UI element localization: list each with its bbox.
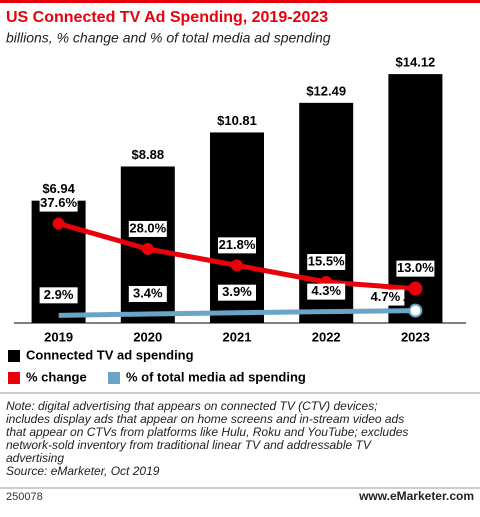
legend-label: % of total media ad spending: [126, 369, 306, 384]
note-line: Note: digital advertising that appears o…: [6, 399, 378, 413]
label-bg: [218, 284, 256, 301]
website: www.eMarketer.com: [358, 489, 474, 503]
point: [231, 259, 243, 272]
data-label: $6.94: [42, 181, 75, 196]
note-line: includes display ads that appear on home…: [6, 412, 404, 426]
data-label: 3.9%: [222, 284, 252, 299]
legend-label: % change: [26, 369, 87, 384]
label-bg: [307, 254, 346, 271]
chart-subtitle: billions, % change and % of total media …: [6, 30, 331, 46]
x-tick-label: 2021: [223, 329, 252, 344]
source: Source: eMarketer, Oct 2019: [6, 464, 160, 478]
data-label: $12.49: [306, 83, 346, 98]
top-bar: [0, 0, 480, 3]
legend-swatch: [8, 350, 20, 362]
data-label: 37.6%: [40, 195, 77, 210]
note-line: that appear on CTVs from platforms like …: [6, 425, 408, 439]
legend-swatch: [8, 372, 20, 384]
data-label: 4.3%: [311, 283, 341, 298]
label-bg: [39, 287, 78, 304]
x-tick-label: 2019: [44, 329, 73, 344]
data-label: 28.0%: [129, 220, 166, 235]
legend-label: Connected TV ad spending: [26, 347, 194, 362]
chart-title: US Connected TV Ad Spending, 2019-2023: [6, 9, 328, 26]
x-tick-label: 2020: [133, 329, 162, 344]
data-label: 21.8%: [219, 237, 256, 252]
data-label: $14.12: [396, 55, 436, 70]
note-line: network-sold inventory from traditional …: [6, 438, 372, 452]
leader: [403, 299, 411, 308]
legend-swatch: [108, 372, 120, 384]
point: [408, 281, 423, 296]
data-label: $8.88: [132, 147, 165, 162]
label-bg: [307, 283, 346, 300]
x-tick-label: 2022: [312, 329, 341, 344]
label-bg: [128, 220, 167, 237]
data-label: $10.81: [217, 113, 257, 128]
point: [408, 303, 423, 318]
line: [58, 308, 416, 318]
point: [141, 242, 154, 255]
data-label: 2.9%: [44, 287, 74, 302]
x-tick-label: 2023: [401, 329, 430, 344]
label-bg: [39, 195, 78, 212]
chart-id: 250078: [6, 491, 43, 503]
data-label: 4.7%: [371, 289, 401, 304]
note-line: advertising: [6, 451, 64, 465]
data-label: 13.0%: [397, 260, 434, 275]
label-bg: [366, 289, 405, 306]
bar: [388, 74, 443, 323]
data-label: 15.5%: [308, 253, 345, 268]
point: [52, 217, 65, 230]
label-bg: [128, 286, 167, 303]
data-label: 3.4%: [133, 285, 163, 300]
label-bg: [218, 237, 256, 254]
label-bg: [396, 260, 435, 277]
